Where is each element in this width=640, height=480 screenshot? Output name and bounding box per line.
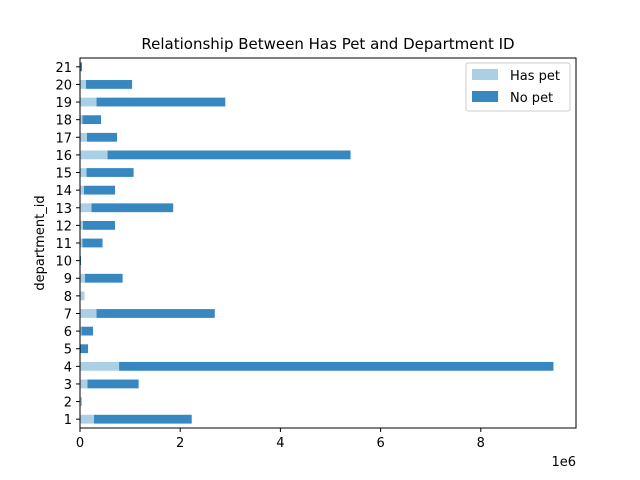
bar-has-pet-dept-17 [80,132,88,142]
y-tick-label: 19 [55,96,72,111]
bar-has-pet-dept-15 [80,168,87,177]
x-axis-offset-label: 1e6 [551,455,576,470]
bar-no-pet-dept-1 [94,414,192,424]
bar-has-pet-dept-4 [80,361,120,371]
bar-has-pet-dept-11 [80,238,83,248]
bar-has-pet-dept-16 [80,150,108,160]
y-tick-label: 4 [64,360,72,375]
bar-no-pet-dept-6 [81,326,94,336]
bar-has-pet-dept-12 [80,220,84,230]
y-tick-label: 1 [64,413,72,428]
y-tick-label: 17 [55,131,72,146]
bar-no-pet-dept-5 [80,344,89,354]
bar-no-pet-dept-7 [96,309,215,318]
bar-no-pet-dept-3 [87,379,139,389]
y-tick-label: 7 [64,307,72,322]
bar-has-pet-dept-13 [80,203,92,213]
bar-has-pet-dept-18 [80,115,83,125]
y-tick-label: 5 [64,343,72,358]
bar-no-pet-dept-14 [84,185,116,195]
bar-has-pet-dept-3 [80,379,88,389]
y-tick-label: 12 [55,219,72,234]
y-tick-label: 15 [55,167,72,182]
y-tick-label: 20 [55,78,72,93]
legend-swatch-has-pet [472,69,498,80]
bar-no-pet-dept-2 [81,397,82,406]
bar-no-pet-dept-17 [87,132,118,142]
bar-no-pet-dept-12 [83,220,116,230]
y-tick-label: 13 [55,202,72,217]
bar-has-pet-dept-6 [80,326,82,336]
bar-no-pet-dept-15 [86,168,134,177]
bar-no-pet-dept-20 [86,80,133,89]
bar-has-pet-dept-20 [80,80,87,89]
bar-no-pet-dept-11 [82,238,103,248]
bar-no-pet-dept-16 [107,150,351,160]
legend-label-no-pet: No pet [510,91,553,106]
legend-swatch-no-pet [472,91,498,102]
x-tick-label: 6 [376,436,384,451]
bar-no-pet-dept-21 [80,62,83,72]
bar-has-pet-dept-14 [80,185,85,195]
x-tick-label: 4 [276,436,284,451]
bar-has-pet-dept-8 [80,291,85,301]
y-tick-label: 3 [64,378,72,393]
bar-no-pet-dept-9 [85,273,123,283]
bar-no-pet-dept-13 [91,203,174,213]
bar-no-pet-dept-18 [82,115,102,125]
y-tick-label: 18 [55,114,72,129]
y-tick-label: 16 [55,149,72,164]
y-tick-label: 10 [55,255,72,270]
y-tick-label: 2 [64,396,72,411]
y-axis-title: department_id [33,195,48,290]
bar-has-pet-dept-1 [80,414,95,424]
y-tick-label: 14 [55,184,72,199]
legend: Has pet No pet [465,62,571,112]
bar-no-pet-dept-19 [96,97,226,107]
y-tick-label: 6 [64,325,72,340]
chart-title: Relationship Between Has Pet and Departm… [141,35,514,53]
x-tick-label: 0 [76,436,84,451]
bar-no-pet-dept-4 [119,361,554,371]
bars-layer [80,62,554,424]
x-tick-label: 2 [176,436,184,451]
legend-label-has-pet: Has pet [510,69,560,84]
y-tick-label: 11 [55,237,72,252]
plot-frame [79,57,577,429]
x-tick-label: 8 [477,436,485,451]
y-tick-label: 9 [64,272,72,287]
bar-has-pet-dept-19 [80,97,97,107]
bar-no-pet-dept-10 [80,256,82,266]
bar-has-pet-dept-9 [80,273,86,283]
bar-has-pet-dept-2 [80,397,82,406]
y-tick-label: 8 [64,290,72,305]
bar-has-pet-dept-7 [80,309,97,318]
y-tick-label: 21 [55,61,72,76]
